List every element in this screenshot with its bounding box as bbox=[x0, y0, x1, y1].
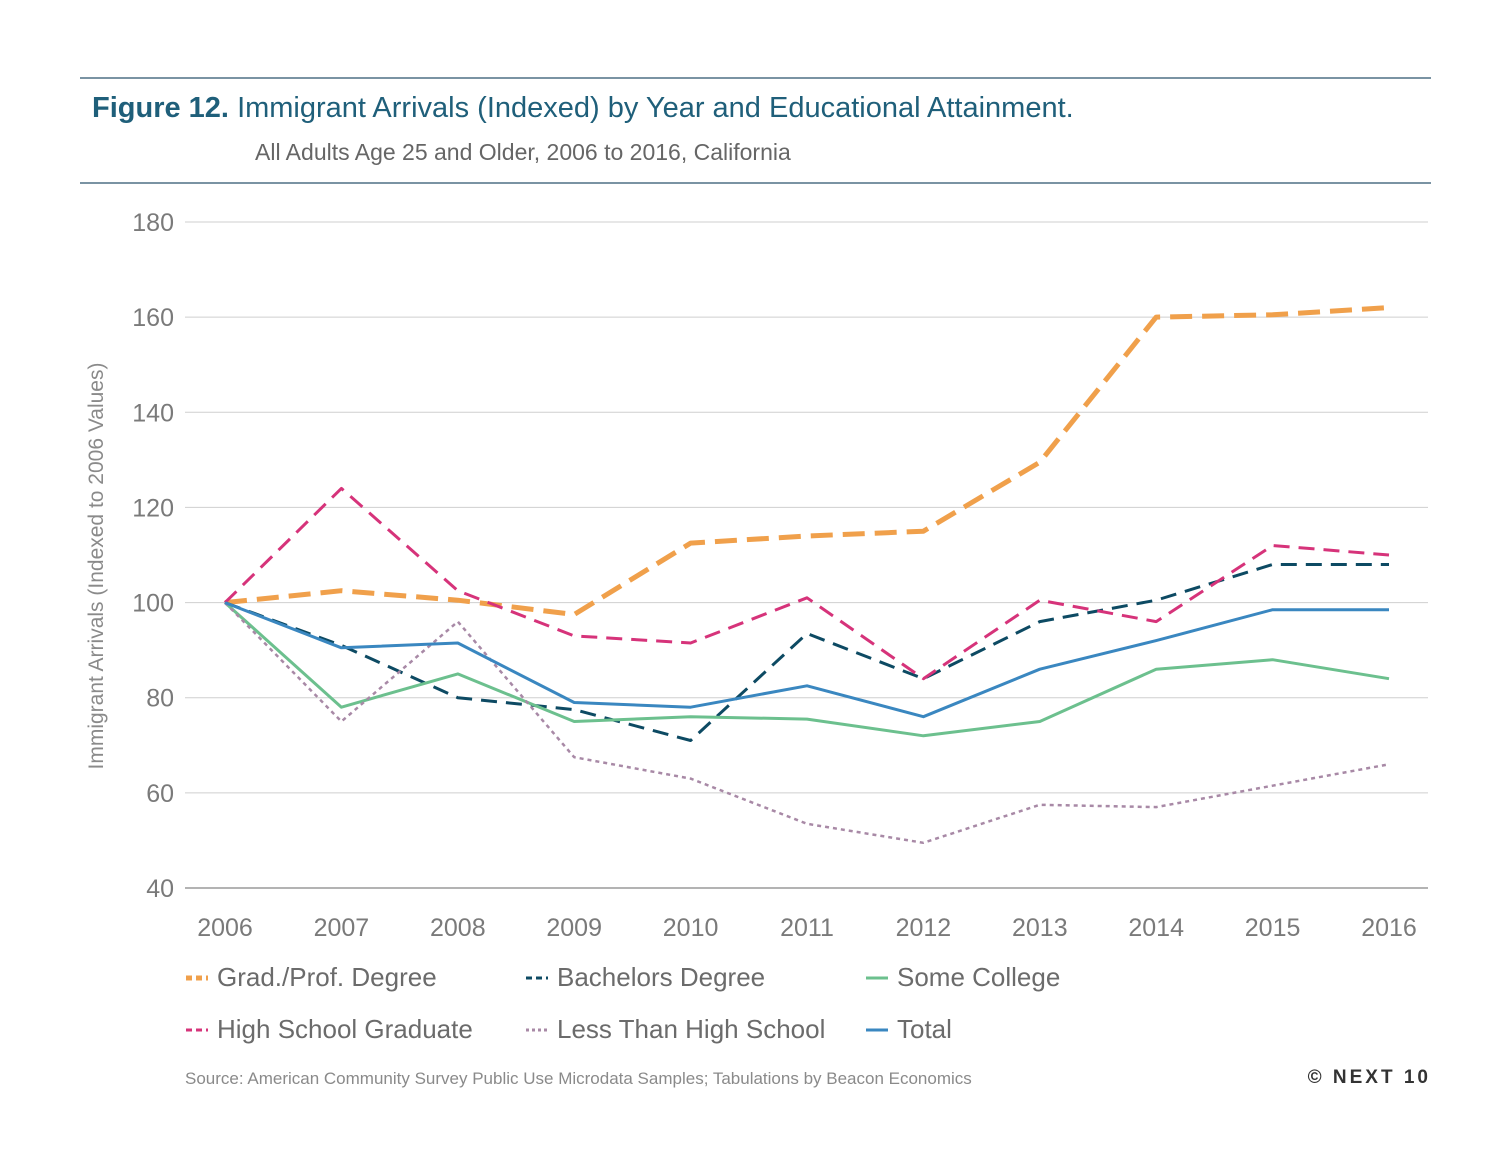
legend-swatch bbox=[186, 975, 208, 980]
x-axis-ticks: 2006 2007 2008 2009 2010 2011 2012 2013 2014 2015… bbox=[197, 914, 1417, 942]
header-rule bbox=[80, 182, 1431, 184]
chart-title: Figure 12. Immigrant Arrivals (Indexed) … bbox=[92, 92, 1074, 125]
source-note: Source: American Community Survey Public… bbox=[185, 1069, 972, 1088]
y-tick-label: 60 bbox=[146, 780, 174, 808]
x-tick-label: 2013 bbox=[1012, 914, 1068, 942]
gridlines bbox=[185, 221, 1428, 889]
y-tick-label: 140 bbox=[132, 399, 174, 427]
legend-swatch bbox=[866, 1028, 888, 1031]
legend-swatch bbox=[526, 976, 548, 979]
title-text: Immigrant Arrivals (Indexed) by Year and… bbox=[237, 92, 1074, 124]
legend-label: Bachelors Degree bbox=[557, 962, 766, 992]
chart-subtitle: All Adults Age 25 and Older, 2006 to 201… bbox=[255, 139, 791, 165]
figure-label: Figure 12. bbox=[92, 92, 229, 124]
series-line-total bbox=[224, 601, 1389, 719]
legend-item: Less Than High School bbox=[525, 1014, 825, 1045]
brand-label: © NEXT 10 bbox=[1307, 1067, 1431, 1088]
legend-label: Less Than High School bbox=[557, 1014, 826, 1044]
x-tick-label: 2012 bbox=[896, 914, 952, 942]
x-tick-label: 2008 bbox=[430, 914, 486, 942]
legend-swatch bbox=[866, 976, 888, 979]
legend-label: Grad./Prof. Degree bbox=[217, 962, 437, 992]
series-lines bbox=[223, 305, 1390, 845]
x-tick-label: 2014 bbox=[1128, 914, 1184, 942]
legend-swatch bbox=[186, 1028, 208, 1031]
x-tick-label: 2007 bbox=[314, 914, 370, 942]
legend-label: Total bbox=[897, 1014, 952, 1044]
series-line-some-college bbox=[223, 601, 1390, 738]
y-tick-label: 160 bbox=[132, 304, 174, 332]
y-tick-label: 180 bbox=[132, 209, 174, 237]
series-line-grad-prof-degree bbox=[224, 305, 1390, 617]
legend-item: Bachelors Degree bbox=[525, 962, 765, 993]
x-tick-label: 2011 bbox=[780, 914, 834, 942]
legend-item: Some College bbox=[865, 962, 1060, 993]
y-tick-label: 120 bbox=[132, 494, 174, 522]
y-tick-label: 80 bbox=[146, 685, 174, 713]
x-tick-label: 2016 bbox=[1361, 914, 1417, 942]
legend-item: Total bbox=[865, 1014, 952, 1045]
top-rule bbox=[80, 77, 1431, 79]
x-tick-label: 2010 bbox=[663, 914, 719, 942]
y-tick-label: 100 bbox=[132, 590, 174, 618]
legend-label: Some College bbox=[897, 962, 1061, 992]
series-line-high-school-graduate bbox=[223, 486, 1390, 681]
y-axis-ticks: 40 60 80 100 120 140 160 180 bbox=[132, 209, 174, 903]
legend-label: High School Graduate bbox=[217, 1014, 473, 1044]
y-tick-label: 40 bbox=[146, 875, 174, 903]
series-line-bachelors-degree bbox=[224, 563, 1389, 742]
legend-item: Grad./Prof. Degree bbox=[185, 962, 437, 993]
legend-swatch bbox=[526, 1028, 548, 1031]
legend-item: High School Graduate bbox=[185, 1014, 473, 1045]
x-tick-label: 2009 bbox=[546, 914, 602, 942]
x-tick-label: 2015 bbox=[1245, 914, 1301, 942]
series-line-less-than-high-school bbox=[224, 601, 1390, 845]
x-tick-label: 2006 bbox=[197, 914, 253, 942]
y-axis-label: Immigrant Arrivals (Indexed to 2006 Valu… bbox=[85, 363, 108, 770]
